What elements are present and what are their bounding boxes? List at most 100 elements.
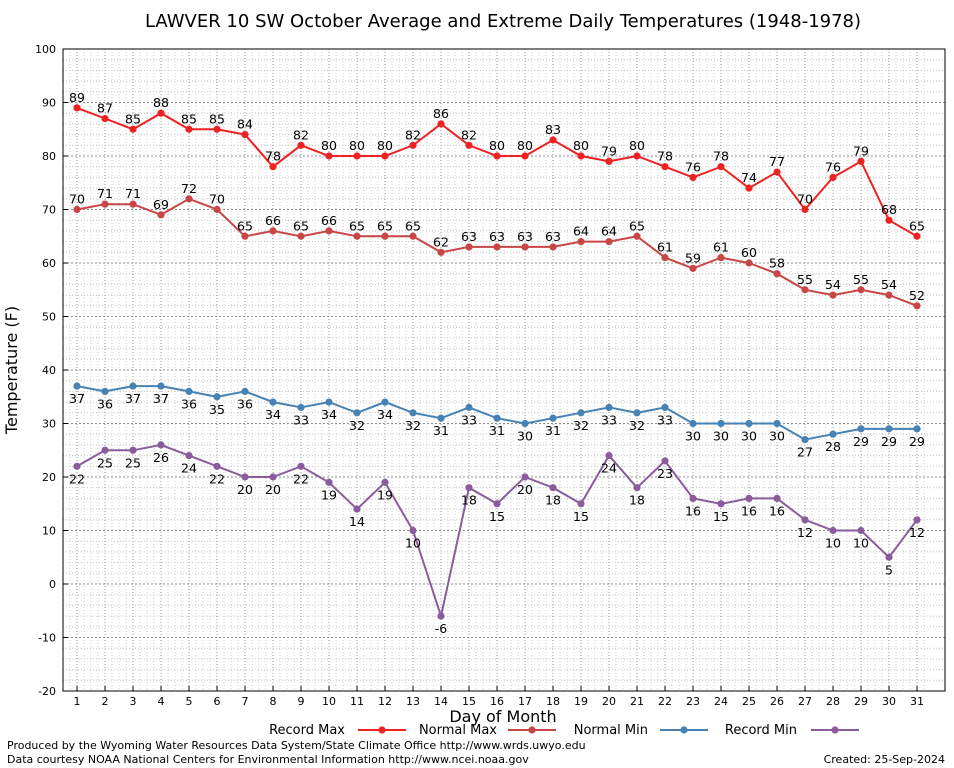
data-label-normal-min: 36 [181, 396, 197, 411]
data-point-record-min [913, 516, 921, 524]
x-tick-label: 31 [910, 695, 924, 708]
data-point-record-min [157, 441, 165, 449]
data-label-normal-max: 63 [517, 229, 533, 244]
data-label-record-min: 12 [797, 525, 813, 540]
x-axis: 1 2 3 4 5 6 7 8 9 10 11 12 13 14 15 16 17 18 19 20 21 22 23 24 2… [74, 686, 924, 708]
data-label-normal-min: 31 [545, 423, 561, 438]
data-point-normal-max [213, 205, 221, 214]
data-point-normal-min [409, 409, 417, 417]
x-tick-label: 1 [74, 695, 81, 708]
x-tick-label: 11 [350, 695, 364, 708]
data-point-normal-min [241, 387, 249, 395]
data-label-normal-min: 37 [153, 391, 169, 406]
data-label-record-min: 25 [125, 455, 141, 470]
y-tick-label: 50 [42, 311, 56, 324]
data-point-record-max [773, 168, 781, 176]
data-label-normal-max: 70 [69, 192, 85, 207]
x-tick-label: 27 [798, 695, 812, 708]
series-normal-min: 37 36 37 37 36 35 36 34 33 34 32 34 32 31 33 31 30 31 32 33… [69, 382, 925, 460]
data-point-normal-min [521, 419, 529, 428]
data-point-normal-min [353, 409, 361, 417]
data-point-record-min [549, 484, 557, 492]
data-label-normal-min: 32 [629, 418, 645, 433]
legend-item-record-max: Record Max [269, 723, 406, 738]
data-label-normal-max: 61 [713, 240, 729, 255]
data-point-record-max [913, 232, 921, 240]
data-label-record-max: 85 [181, 111, 197, 126]
x-tick-label: 21 [630, 695, 644, 708]
x-tick-label: 7 [242, 695, 249, 708]
y-tick-label: 30 [42, 418, 56, 431]
data-label-record-max: 82 [293, 127, 309, 142]
data-point-record-max [549, 136, 557, 144]
data-point-record-max [885, 216, 893, 224]
data-label-normal-max: 72 [181, 181, 197, 196]
data-label-normal-min: 30 [769, 429, 785, 444]
data-label-record-min: 23 [657, 466, 673, 481]
data-point-record-max [493, 152, 501, 160]
x-tick-label: 26 [770, 695, 784, 708]
data-point-normal-min [213, 393, 221, 401]
data-point-record-max [381, 152, 389, 160]
data-point-record-min [857, 526, 865, 535]
data-point-normal-max [409, 232, 417, 240]
data-point-normal-min [129, 382, 137, 390]
data-label-record-max: 82 [405, 127, 421, 142]
data-point-record-max [465, 141, 473, 149]
data-label-normal-min: 33 [657, 412, 673, 427]
data-point-record-min [717, 500, 725, 508]
data-point-record-min [829, 526, 837, 535]
data-point-normal-min [101, 387, 109, 395]
data-point-record-min [325, 478, 333, 486]
legend-label-normal-max: Normal Max [419, 723, 497, 738]
data-point-normal-max [353, 232, 361, 240]
data-label-normal-min: 34 [377, 407, 393, 422]
data-point-normal-min [493, 414, 501, 422]
data-point-normal-min [297, 403, 305, 412]
data-label-record-min: 22 [293, 471, 309, 486]
data-label-record-min: 12 [909, 525, 925, 540]
data-point-normal-min [605, 403, 613, 412]
data-point-record-min [745, 494, 753, 502]
data-label-record-max: 80 [629, 138, 645, 153]
data-label-record-max: 74 [741, 170, 757, 185]
data-label-normal-max: 69 [153, 197, 169, 212]
footer-credit-line2: Data courtesy NOAA National Centers for … [7, 753, 529, 766]
data-point-record-min [101, 446, 109, 454]
data-point-normal-max [689, 264, 697, 272]
data-point-record-min [773, 494, 781, 502]
x-tick-label: 25 [742, 695, 756, 708]
data-point-normal-max [101, 200, 109, 208]
data-point-record-min [465, 484, 473, 492]
data-point-normal-max [185, 195, 193, 203]
legend-label-normal-min: Normal Min [574, 723, 648, 738]
x-tick-label: 6 [214, 695, 221, 708]
legend-item-normal-min: Normal Min [574, 723, 708, 738]
data-label-normal-min: 30 [685, 429, 701, 444]
data-label-normal-min: 27 [797, 445, 813, 460]
data-point-record-min [213, 462, 221, 470]
data-label-record-max: 80 [573, 138, 589, 153]
data-label-record-max: 88 [153, 95, 169, 110]
data-point-record-min [577, 500, 585, 508]
data-label-normal-min: 30 [713, 429, 729, 444]
data-point-record-min [241, 473, 249, 481]
data-label-record-max: 78 [713, 149, 729, 164]
data-point-record-min [297, 462, 305, 470]
x-tick-label: 30 [882, 695, 896, 708]
y-axis-label: Temperature (F) [2, 306, 21, 435]
data-point-record-max [73, 104, 81, 112]
series-record-max: 89 87 85 88 85 85 84 78 82 80 80 80 82 86 82 80 80 83 80 79… [69, 90, 925, 240]
y-tick-label: 40 [42, 364, 56, 377]
x-tick-label: 20 [602, 695, 616, 708]
data-label-record-max: 85 [209, 111, 225, 126]
data-label-normal-max: 71 [125, 186, 141, 201]
data-point-normal-min [185, 387, 193, 395]
data-point-record-max [129, 125, 137, 133]
x-tick-label: 28 [826, 695, 840, 708]
data-point-normal-min [801, 435, 809, 444]
data-label-record-min: 10 [853, 536, 869, 551]
legend-item-normal-max: Normal Max [419, 723, 556, 738]
y-tick-label: 10 [42, 525, 56, 538]
